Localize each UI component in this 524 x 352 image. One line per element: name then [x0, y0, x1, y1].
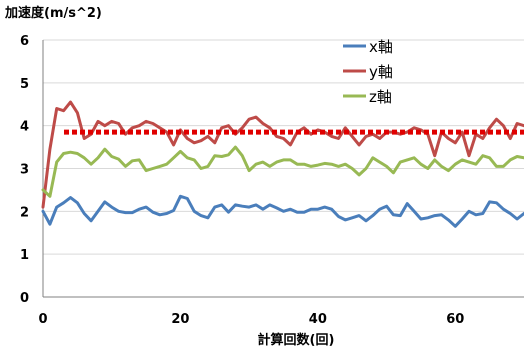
y-axis-title: 加速度(m/s^2) — [4, 5, 102, 21]
legend: x軸 y軸 z軸 — [343, 38, 393, 106]
legend-label: x軸 — [369, 38, 393, 56]
y-tick-label: 5 — [20, 77, 29, 92]
y-tick-label: 1 — [20, 248, 29, 263]
axis-layer — [42, 40, 524, 298]
legend-label: y軸 — [369, 63, 393, 81]
y-tick-label: 3 — [20, 163, 29, 178]
x-axis-title: 計算回数(回) — [258, 332, 335, 348]
y-tick-label: 0 — [20, 291, 29, 306]
series-layer — [41, 100, 524, 228]
y-tick-label: 6 — [20, 34, 29, 49]
y-tick-label: 2 — [20, 205, 29, 220]
x-tick-label: 20 — [171, 312, 189, 327]
series-line-2 — [41, 100, 524, 209]
x-tick-label: 60 — [446, 312, 464, 327]
x-tick-label: 40 — [309, 312, 327, 327]
legend-label: z軸 — [369, 88, 392, 106]
x-tick-label: 0 — [38, 312, 47, 327]
y-tick-label: 4 — [20, 120, 29, 135]
series-line-1 — [41, 194, 524, 228]
series-line-3 — [41, 145, 524, 198]
